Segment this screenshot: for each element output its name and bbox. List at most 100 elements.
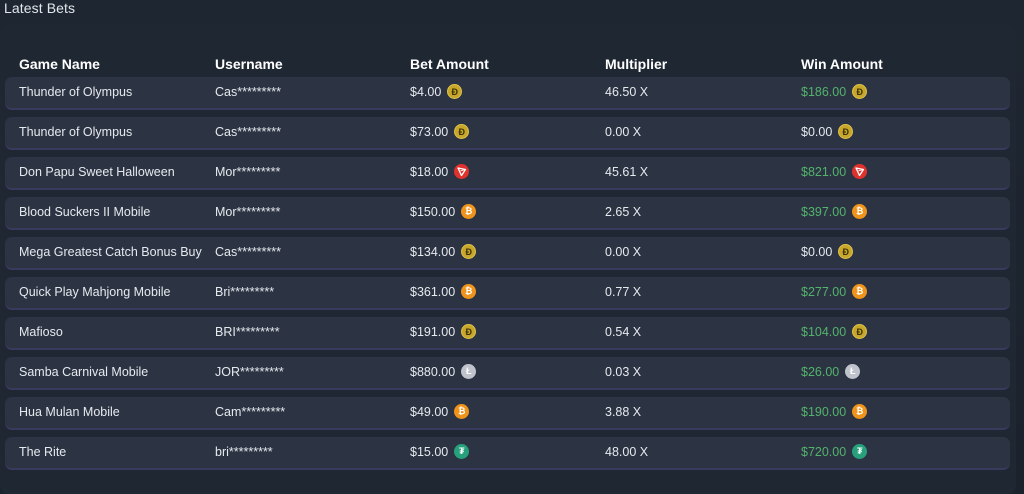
doge-icon: Ð xyxy=(461,323,477,339)
bitcoin-icon: ₿ xyxy=(852,283,868,299)
bet-amount: $191.00 Ð xyxy=(410,317,477,348)
table-row[interactable]: Don Papu Sweet Halloween Mor********* $18.… xyxy=(5,157,1010,190)
column-header-bet-amount: Bet Amount xyxy=(410,56,489,72)
username: Cas********* xyxy=(215,245,282,259)
bitcoin-icon: ₿ xyxy=(852,403,868,419)
win-amount: $104.00 Ð xyxy=(801,317,868,348)
win-amount-value: $190.00 xyxy=(801,405,847,419)
doge-icon: Ð xyxy=(838,243,854,259)
bet-amount-value: $49.00 xyxy=(410,405,449,419)
bet-amount: $150.00 ₿ xyxy=(410,197,477,228)
win-amount: $190.00 ₿ xyxy=(801,397,868,428)
multiplier: 0.54 X xyxy=(605,325,642,339)
game-name[interactable]: Quick Play Mahjong Mobile xyxy=(19,285,171,299)
username: BRI********* xyxy=(215,325,280,339)
multiplier: 46.50 X xyxy=(605,85,649,99)
username: Mor********* xyxy=(215,165,281,179)
bet-amount-value: $880.00 xyxy=(410,365,456,379)
username: Mor********* xyxy=(215,205,281,219)
bet-amount-value: $361.00 xyxy=(410,285,456,299)
multiplier: 0.03 X xyxy=(605,365,642,379)
table-row[interactable]: Hua Mulan Mobile Cam********* $49.00 ₿ 3.88 … xyxy=(5,397,1010,430)
table-row[interactable]: The Rite bri********* $15.00 ₮ 48.00 X $720.0… xyxy=(5,437,1010,470)
doge-icon: Ð xyxy=(852,83,868,99)
tether-icon: ₮ xyxy=(852,443,868,459)
doge-icon: Ð xyxy=(838,123,854,139)
multiplier: 48.00 X xyxy=(605,445,649,459)
doge-icon: Ð xyxy=(447,83,463,99)
multiplier: 45.61 X xyxy=(605,165,649,179)
bet-amount: $18.00 xyxy=(410,157,470,188)
game-name[interactable]: Samba Carnival Mobile xyxy=(19,365,149,379)
win-amount-value: $104.00 xyxy=(801,325,847,339)
game-name[interactable]: Thunder of Olympus xyxy=(19,125,133,139)
bitcoin-icon: ₿ xyxy=(454,403,470,419)
table-row[interactable]: Quick Play Mahjong Mobile Bri********* $36… xyxy=(5,277,1010,310)
bet-amount-value: $4.00 xyxy=(410,85,442,99)
litecoin-icon: Ł xyxy=(461,363,477,379)
game-name[interactable]: Blood Suckers II Mobile xyxy=(19,205,151,219)
table-row[interactable]: Samba Carnival Mobile JOR********* $880.00… xyxy=(5,357,1010,390)
table-row[interactable]: Mega Greatest Catch Bonus Buy Cas********… xyxy=(5,237,1010,270)
column-header-game: Game Name xyxy=(19,56,100,72)
win-amount-value: $26.00 xyxy=(801,365,840,379)
win-amount: $821.00 xyxy=(801,157,868,188)
win-amount: $0.00 Ð xyxy=(801,237,854,268)
bitcoin-icon: ₿ xyxy=(852,203,868,219)
username: Cas********* xyxy=(215,125,282,139)
bet-amount: $49.00 ₿ xyxy=(410,397,470,428)
win-amount: $277.00 ₿ xyxy=(801,277,868,308)
bitcoin-icon: ₿ xyxy=(461,283,477,299)
multiplier: 0.00 X xyxy=(605,245,642,259)
section-title: Latest Bets xyxy=(4,0,76,16)
column-header-username: Username xyxy=(215,56,283,72)
bet-amount: $880.00 Ł xyxy=(410,357,477,388)
game-name[interactable]: Mega Greatest Catch Bonus Buy xyxy=(19,245,202,259)
tether-icon: ₮ xyxy=(454,443,470,459)
table-body: Thunder of Olympus Cas********* $4.00 Ð 46.5… xyxy=(5,77,1010,477)
table-header: Game Name Username Bet Amount Multiplier… xyxy=(0,54,1016,78)
bet-amount-value: $134.00 xyxy=(410,245,456,259)
column-header-multiplier: Multiplier xyxy=(605,56,668,72)
game-name[interactable]: Thunder of Olympus xyxy=(19,85,133,99)
table-row[interactable]: Thunder of Olympus Cas********* $4.00 Ð 46.5… xyxy=(5,77,1010,110)
win-amount-value: $720.00 xyxy=(801,445,847,459)
tron-icon xyxy=(454,163,470,179)
doge-icon: Ð xyxy=(454,123,470,139)
win-amount-value: $277.00 xyxy=(801,285,847,299)
bet-amount: $73.00 Ð xyxy=(410,117,470,148)
multiplier: 3.88 X xyxy=(605,405,642,419)
tron-icon xyxy=(852,163,868,179)
win-amount: $0.00 Ð xyxy=(801,117,854,148)
table-row[interactable]: Blood Suckers II Mobile Mor********* $150.… xyxy=(5,197,1010,230)
bet-amount-value: $150.00 xyxy=(410,205,456,219)
username: Bri********* xyxy=(215,285,275,299)
doge-icon: Ð xyxy=(461,243,477,259)
win-amount-value: $0.00 xyxy=(801,125,833,139)
win-amount: $186.00 Ð xyxy=(801,77,868,108)
bet-amount-value: $15.00 xyxy=(410,445,449,459)
game-name[interactable]: Hua Mulan Mobile xyxy=(19,405,120,419)
game-name[interactable]: The Rite xyxy=(19,445,67,459)
game-name[interactable]: Don Papu Sweet Halloween xyxy=(19,165,175,179)
bet-amount-value: $191.00 xyxy=(410,325,456,339)
win-amount-value: $186.00 xyxy=(801,85,847,99)
multiplier: 0.00 X xyxy=(605,125,642,139)
multiplier: 0.77 X xyxy=(605,285,642,299)
win-amount: $397.00 ₿ xyxy=(801,197,868,228)
bet-amount: $15.00 ₮ xyxy=(410,437,470,468)
litecoin-icon: Ł xyxy=(845,363,861,379)
table-row[interactable]: Thunder of Olympus Cas********* $73.00 Ð 0.0… xyxy=(5,117,1010,150)
column-header-win-amount: Win Amount xyxy=(801,56,883,72)
username: Cam********* xyxy=(215,405,286,419)
bet-amount: $361.00 ₿ xyxy=(410,277,477,308)
table-row[interactable]: Mafioso BRI********* $191.00 Ð 0.54 X $104.00… xyxy=(5,317,1010,350)
win-amount-value: $397.00 xyxy=(801,205,847,219)
username: bri********* xyxy=(215,445,273,459)
doge-icon: Ð xyxy=(852,323,868,339)
bet-amount: $4.00 Ð xyxy=(410,77,463,108)
win-amount: $720.00 ₮ xyxy=(801,437,868,468)
bitcoin-icon: ₿ xyxy=(461,203,477,219)
game-name[interactable]: Mafioso xyxy=(19,325,63,339)
